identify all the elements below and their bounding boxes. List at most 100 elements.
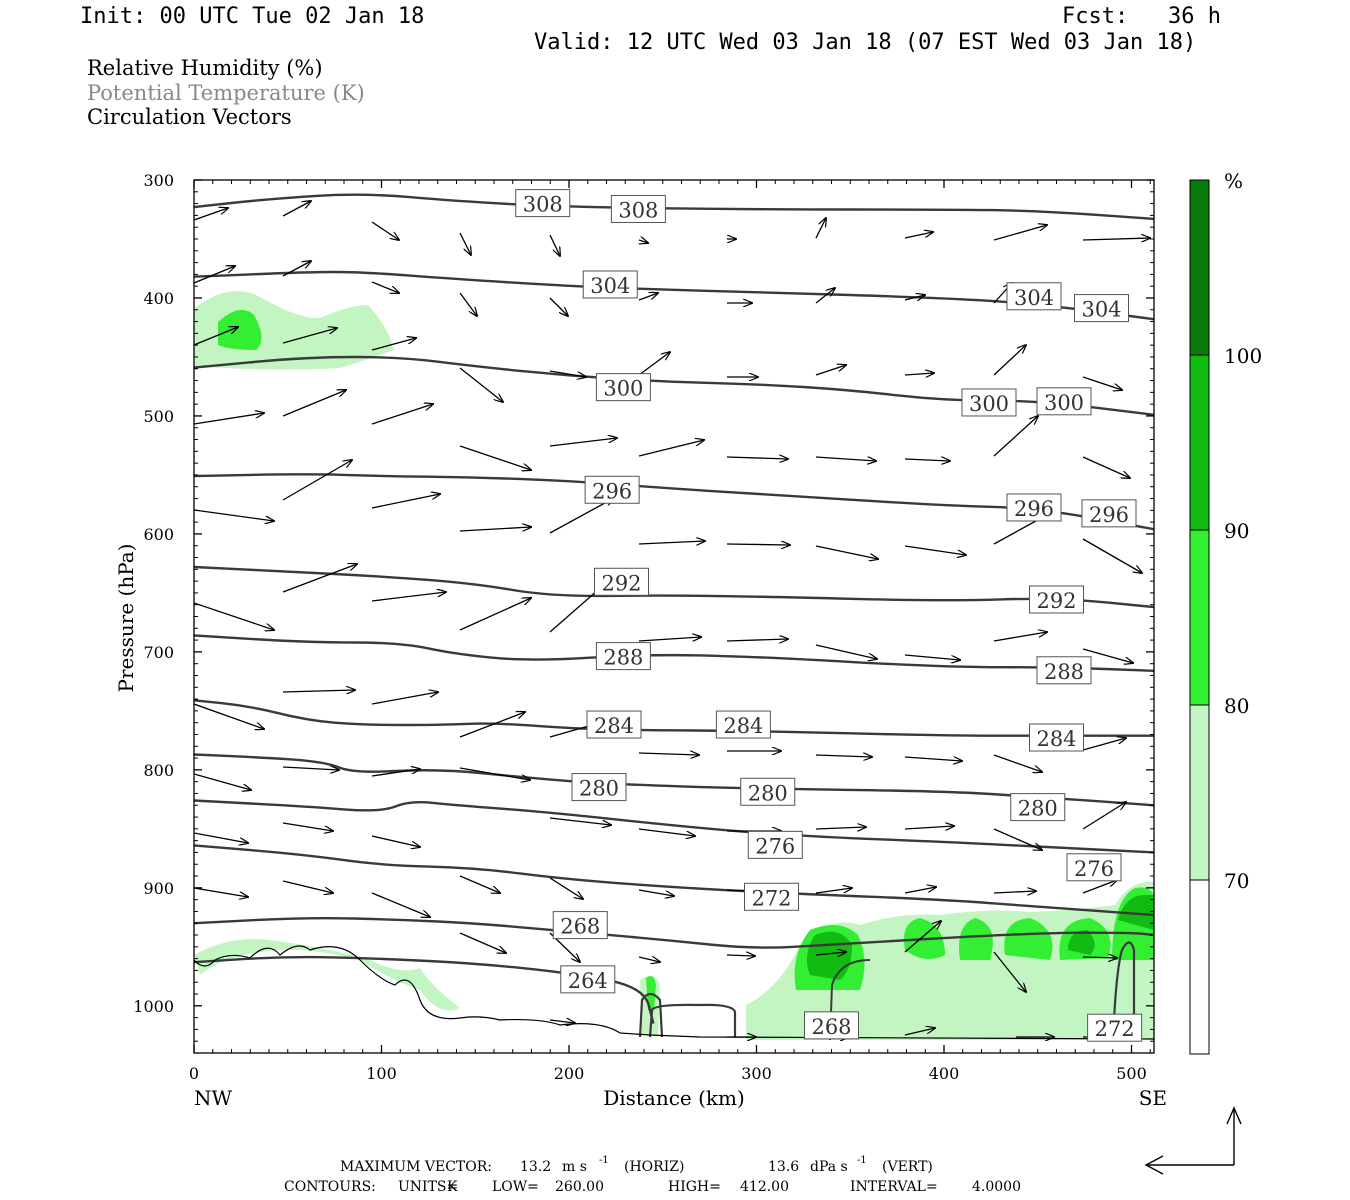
vector-arrow: [904, 459, 950, 461]
forecast-hour: Fcst: 36 h: [1062, 4, 1221, 29]
contour-label: 272: [744, 882, 799, 911]
contour-label-text: 296: [592, 479, 632, 503]
colorbar: 70 80 90 100: [1189, 179, 1262, 1055]
vector-arrow: [549, 817, 611, 825]
y-tick-label: 700: [143, 643, 174, 662]
y-axis: 300 400 500 600 700 800 900 1000: [133, 171, 1154, 1054]
vector-arrow: [371, 892, 430, 917]
contour-label-text: 296: [1014, 497, 1054, 521]
contour-label-text: 308: [618, 198, 658, 222]
svg-text:260.00: 260.00: [555, 1179, 604, 1195]
contour-label-text: 284: [723, 714, 763, 738]
vector-arrow: [726, 457, 788, 459]
contour-label: 308: [610, 194, 666, 223]
svg-text:INTERVAL=: INTERVAL=: [850, 1179, 938, 1195]
x-left-end-label: NW: [194, 1086, 233, 1110]
init-time: Init: 00 UTC Tue 02 Jan 18: [80, 4, 425, 29]
contour-label: 292: [594, 567, 649, 596]
isentrope-near-surface-cell: [638, 992, 664, 1038]
isentrope-280: [194, 753, 1154, 807]
colorbar-band: [1190, 530, 1209, 705]
vector-arrow: [904, 887, 936, 894]
contour-label-text: 292: [1036, 589, 1076, 613]
svg-text:13.6: 13.6: [768, 1159, 799, 1175]
vector-arrow: [282, 822, 333, 831]
svg-text:(VERT): (VERT): [882, 1159, 933, 1175]
vector-arrow: [815, 365, 846, 376]
y-tick-label: 800: [143, 761, 174, 780]
max-vector-line: MAXIMUM VECTOR: 13.2 m s -1 (HORIZ) 13.6…: [340, 1155, 933, 1175]
contour-label: 280: [1010, 793, 1066, 822]
vector-arrow: [371, 338, 416, 351]
vector-arrow: [993, 225, 1047, 241]
x-tick-label: 300: [741, 1064, 772, 1083]
humidity-shading: [194, 291, 1154, 1040]
vector-arrow: [638, 828, 695, 836]
colorbar-band: [1190, 180, 1209, 355]
contour-label-text: 276: [1074, 857, 1114, 881]
colorbar-unit: %: [1224, 169, 1243, 193]
vector-arrow: [371, 281, 399, 293]
svg-text:dPa s: dPa s: [810, 1159, 848, 1175]
vector-arrow: [549, 1020, 575, 1023]
svg-text:MAXIMUM VECTOR:: MAXIMUM VECTOR:: [340, 1159, 492, 1175]
vector-arrow: [459, 712, 525, 738]
vector-arrow: [194, 887, 248, 897]
vector-arrow: [638, 753, 699, 755]
vector-arrow: [282, 390, 346, 417]
isentrope-292: [194, 565, 1154, 609]
vector-arrow: [549, 498, 614, 534]
vector-arrow: [282, 460, 352, 501]
colorbar-level-label: 80: [1224, 694, 1249, 718]
contour-label-text: 272: [751, 886, 791, 910]
vector-arrow: [993, 754, 1042, 772]
x-right-end-label: SE: [1139, 1086, 1167, 1110]
contour-info-line: CONTOURS: UNITS= K LOW= 260.00 HIGH= 412…: [284, 1179, 1021, 1195]
contour-label-text: 304: [590, 274, 630, 298]
vector-arrow: [194, 413, 264, 425]
isentrope-308: [194, 193, 1154, 221]
vector-arrow: [726, 544, 790, 545]
colorbar-level-label: 70: [1224, 869, 1249, 893]
field-rh-label: Relative Humidity (%): [87, 56, 323, 80]
y-tick-label: 1000: [133, 997, 174, 1016]
vector-arrow: [459, 932, 506, 953]
vector-arrow: [459, 875, 500, 893]
vector-arrow: [1082, 538, 1142, 573]
vector-arrow: [549, 877, 583, 899]
rh-surface-right-80: [794, 887, 1154, 990]
rh-surface-left-70: [194, 939, 460, 1011]
colorbar-level-label: 90: [1224, 519, 1249, 543]
svg-text:-1: -1: [599, 1155, 609, 1166]
contour-label: 284: [715, 710, 771, 739]
contour-label: 280: [571, 773, 627, 802]
vector-arrow: [549, 370, 586, 377]
contour-label: 296: [1081, 499, 1137, 528]
svg-text:CONTOURS:: CONTOURS:: [284, 1179, 376, 1195]
contour-label-text: 284: [1036, 727, 1076, 751]
vector-arrow: [282, 880, 333, 893]
vector-arrow: [1082, 238, 1150, 240]
vector-arrow: [815, 456, 876, 461]
terrain-outline: [194, 945, 1154, 1040]
vector-arrow: [459, 527, 531, 532]
vector-arrow: [993, 632, 1047, 642]
y-tick-label: 600: [143, 525, 174, 544]
vector-arrow: [282, 690, 355, 692]
vector-arrow: [993, 891, 1036, 893]
x-tick-label: 200: [554, 1064, 585, 1083]
vector-arrow: [1082, 648, 1133, 663]
contour-label-text: 284: [594, 714, 634, 738]
vector-arrow: [815, 827, 866, 829]
vector-arrow: [549, 438, 617, 447]
contour-label: 300: [595, 373, 651, 402]
isentrope-near-surface-cell-2: [648, 1003, 737, 1038]
contour-label-text: 296: [1089, 503, 1129, 527]
colorbar-frame: [1189, 179, 1210, 1055]
vector-arrow: [904, 545, 966, 555]
contour-label-text: 300: [1044, 391, 1084, 415]
contour-label: 304: [1006, 282, 1062, 311]
colorbar-level-label: 100: [1224, 344, 1262, 368]
vector-arrow: [638, 293, 658, 301]
vector-arrow: [815, 288, 835, 304]
